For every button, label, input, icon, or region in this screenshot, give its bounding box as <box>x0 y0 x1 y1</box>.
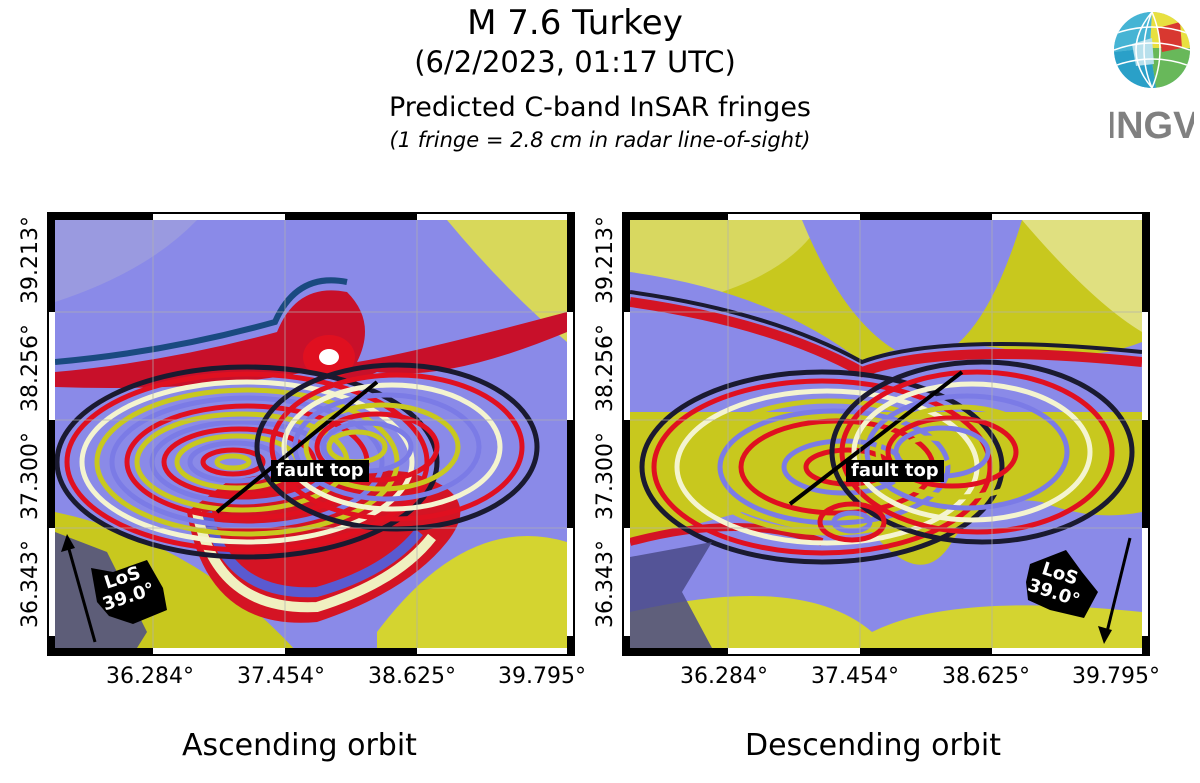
ascending-map-panel: fault top LoS 39.0° <box>47 212 575 656</box>
y-tick-label: 36.343° <box>18 540 43 628</box>
logo-text: INGV <box>1110 105 1194 142</box>
y-tick-label: 36.343° <box>593 540 618 628</box>
x-tick-label: 39.795° <box>1072 664 1160 689</box>
los-arrow-icon <box>1026 550 1098 618</box>
ascending-caption: Ascending orbit <box>182 728 417 763</box>
fringe-map-ascending <box>47 212 575 656</box>
y-tick-label: 37.300° <box>593 432 618 520</box>
y-tick-label: 38.256° <box>593 324 618 412</box>
x-tick-label: 37.454° <box>237 664 325 689</box>
x-tick-label: 39.795° <box>498 664 586 689</box>
fault-top-label: fault top <box>846 460 944 482</box>
ingv-logo: INGV <box>1106 8 1199 147</box>
fault-top-label: fault top <box>271 460 369 482</box>
globe-logo-icon: INGV <box>1106 12 1199 147</box>
event-datetime: (6/2/2023, 01:17 UTC) <box>414 45 736 79</box>
map-title: M 7.6 Turkey <box>467 3 683 43</box>
x-tick-label: 38.625° <box>942 664 1030 689</box>
fringe-map-descending <box>622 212 1150 656</box>
fringe-rings <box>55 362 540 560</box>
map-subtitle: Predicted C-band InSAR fringes <box>388 92 811 123</box>
y-tick-label: 39.213° <box>18 216 43 304</box>
x-tick-label: 37.454° <box>811 664 899 689</box>
y-tick-label: 38.256° <box>18 324 43 412</box>
x-tick-label: 36.284° <box>106 664 194 689</box>
descending-caption: Descending orbit <box>745 728 1001 763</box>
fault-trace <box>215 380 379 514</box>
x-tick-label: 38.625° <box>368 664 456 689</box>
y-tick-label: 39.213° <box>593 216 618 304</box>
fringe-note: (1 fringe = 2.8 cm in radar line-of-sigh… <box>389 128 811 152</box>
x-tick-label: 36.284° <box>680 664 768 689</box>
fringe-rings <box>639 359 1135 565</box>
y-tick-label: 37.300° <box>18 432 43 520</box>
los-arrow-icon <box>91 560 167 624</box>
fault-trace <box>788 370 964 506</box>
descending-map-panel: fault top LoS 39.0° <box>622 212 1150 656</box>
